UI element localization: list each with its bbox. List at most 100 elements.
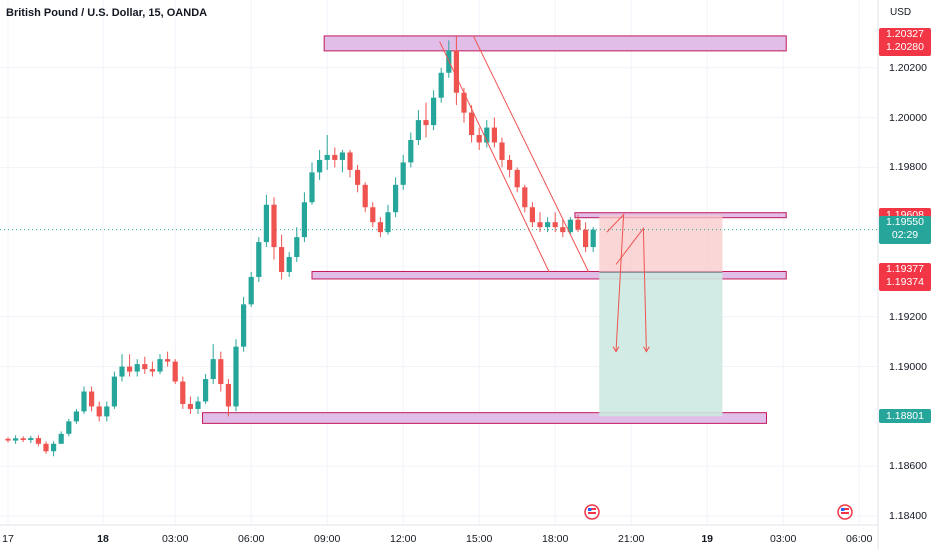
candle [111, 371, 117, 409]
price-tag: 1.20327 1.20280 [879, 27, 931, 56]
candle-body [423, 120, 429, 126]
candle [195, 396, 201, 414]
candle [119, 354, 125, 382]
candle [370, 202, 376, 228]
candle [583, 222, 589, 253]
price-tick-label: 1.19200 [889, 310, 927, 323]
us-flag-event-icon[interactable] [837, 504, 853, 520]
candle [165, 351, 171, 367]
candle [43, 441, 49, 454]
candle-body [560, 227, 566, 233]
candle [476, 127, 482, 150]
candle [28, 435, 34, 444]
candle-body [187, 403, 193, 409]
candle [499, 137, 505, 168]
candle-body [96, 406, 102, 417]
take-profit-area[interactable] [599, 272, 723, 417]
candle [203, 374, 209, 404]
candle-body [104, 406, 110, 417]
candle [96, 401, 102, 422]
candle-body [5, 438, 11, 441]
time-tick-label: 06:00 [238, 533, 265, 545]
candle-body [499, 142, 505, 160]
candle-body [309, 172, 315, 203]
candlestick-series [5, 36, 596, 457]
price-tag: 1.18801 [879, 409, 931, 424]
candle [377, 217, 383, 238]
candle [241, 296, 247, 352]
candle-body [210, 359, 216, 380]
candle-body [263, 204, 269, 243]
candle-body [514, 169, 520, 188]
price-tag-value: 02:29 [891, 228, 919, 241]
time-tick-label: 12:00 [390, 533, 417, 545]
candle-body [218, 359, 224, 385]
candle-body [241, 304, 247, 347]
price-tick-label: 1.18400 [889, 510, 927, 522]
candle [172, 359, 178, 385]
candle [81, 386, 87, 414]
projection-arrows [606, 213, 650, 353]
candle [294, 227, 300, 263]
candle [453, 36, 459, 106]
candle [317, 149, 323, 180]
candle-body [51, 443, 57, 452]
price-tag-value: 1.20280 [886, 40, 924, 53]
candle-body [172, 361, 178, 382]
candle-body [355, 169, 361, 185]
candle [590, 227, 596, 253]
candle-body [438, 72, 444, 98]
candle [529, 202, 535, 228]
candle-body [545, 222, 551, 228]
candle [362, 182, 368, 213]
candle [385, 204, 391, 235]
candle-body [567, 219, 573, 233]
candle-body [590, 229, 596, 248]
candle-body [89, 391, 95, 407]
price-tick-label: 1.19000 [889, 360, 927, 373]
candle [431, 90, 437, 131]
price-tag-value: 1.20327 [886, 27, 924, 40]
candle [355, 164, 361, 193]
candle [567, 217, 573, 235]
price-tag: 1.19377 1.19374 [879, 262, 931, 291]
candle-body [279, 247, 285, 272]
channel-line[interactable] [439, 41, 550, 273]
stop-loss-area[interactable] [599, 215, 723, 273]
candle-body [119, 366, 125, 377]
price-tag-value: 1.19377 [886, 262, 924, 275]
short-position-tool [0, 215, 878, 417]
chart-zones [202, 35, 787, 424]
descending-channel [439, 35, 590, 273]
channel-line[interactable] [472, 35, 590, 273]
candle-body [385, 212, 391, 233]
candle-body [339, 152, 345, 160]
projection-path[interactable] [615, 226, 647, 352]
us-flag-event-icon[interactable] [584, 504, 600, 520]
target-zone-low[interactable] [202, 412, 767, 424]
candle [507, 154, 513, 178]
projection-path[interactable] [606, 213, 625, 352]
candle-body [461, 92, 467, 113]
candle-body [81, 391, 87, 412]
candle [218, 351, 224, 392]
candle [408, 132, 414, 168]
candle-body [134, 364, 140, 372]
time-tick-label: 21:00 [618, 533, 645, 545]
candle-body [332, 154, 338, 160]
candle-body [157, 359, 163, 372]
candle-body [233, 346, 239, 407]
candle-body [431, 97, 437, 126]
time-tick-label: 17 [2, 533, 14, 545]
candle-body [552, 222, 558, 228]
time-tick-label: 03:00 [162, 533, 189, 545]
chart-grid [0, 0, 878, 525]
candle-body [400, 162, 406, 185]
price-tick-label: 1.18600 [889, 460, 927, 473]
candle [58, 431, 64, 444]
price-tag: 1.19550 02:29 [879, 215, 931, 244]
candle [66, 418, 72, 437]
supply-zone-top[interactable] [323, 35, 787, 52]
candle-body [256, 242, 262, 277]
